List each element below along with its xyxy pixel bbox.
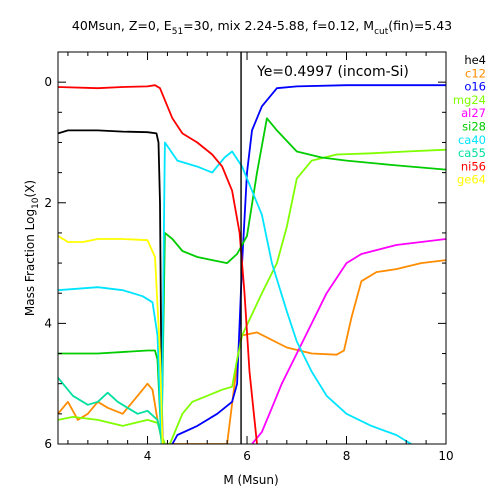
legend-item-he4: he4 xyxy=(464,53,486,67)
x-axis-label: M (Msun) xyxy=(223,473,278,487)
legend-item-mg24: mg24 xyxy=(453,93,486,107)
chart-title-sub-a: 51 xyxy=(172,27,183,37)
series-mg24 xyxy=(58,148,446,444)
series-ca55 xyxy=(58,377,164,444)
series-si28 xyxy=(58,117,446,444)
chart-title-sub-b: cut xyxy=(374,27,389,37)
legend-item-ge64: ge64 xyxy=(457,173,486,187)
y-axis-label: Mass Fraction Log10(X) xyxy=(23,180,41,316)
y-ticks: 0 2 4 6 xyxy=(44,51,446,451)
y-tick-label: 0 xyxy=(44,75,52,89)
y-axis-label-main: Mass Fraction Log xyxy=(23,209,37,316)
y-axis-label-end: (X) xyxy=(23,180,37,198)
y-tick-label: 2 xyxy=(44,196,52,210)
chart-title: 40Msun, Z=0, E51=30, mix 2.24-5.88, f=0.… xyxy=(72,18,452,37)
legend-item-ca55: ca55 xyxy=(458,146,486,160)
legend-item-si28: si28 xyxy=(462,120,486,134)
series-o16 xyxy=(171,84,446,444)
chart-title-part-a: 40Msun, Z=0, E xyxy=(72,18,172,33)
chart-title-part-c: (fin)=5.43 xyxy=(388,18,452,33)
plot-frame xyxy=(57,51,447,445)
legend-item-o16: o16 xyxy=(464,80,486,94)
series-he4 xyxy=(58,129,164,444)
legend-item-c12: c12 xyxy=(465,66,486,80)
y-axis-label-sub: 10 xyxy=(31,197,41,209)
series-ca40 xyxy=(58,141,412,444)
y-tick-label: 4 xyxy=(44,316,52,330)
series-ge64 xyxy=(58,235,164,444)
y-tick-label: 6 xyxy=(44,437,52,451)
series-ni56 xyxy=(58,84,258,444)
legend-item-ca40: ca40 xyxy=(458,133,486,147)
annotation: Ye=0.4997 (incom-Si) xyxy=(256,64,409,80)
x-tick-label: 8 xyxy=(343,449,351,463)
series-layer xyxy=(58,84,446,444)
x-tick-label: 10 xyxy=(438,449,453,463)
legend-item-ni56: ni56 xyxy=(461,159,486,173)
x-tick-label: 6 xyxy=(243,449,251,463)
legend-item-al27: al27 xyxy=(461,106,486,120)
series-c12 xyxy=(58,259,446,444)
x-tick-label: 4 xyxy=(144,449,152,463)
series-al27 xyxy=(251,238,446,444)
x-ticks: 4 6 8 10 xyxy=(67,52,454,463)
chart-title-part-b: =30, mix 2.24-5.88, f=0.12, M xyxy=(183,18,374,33)
